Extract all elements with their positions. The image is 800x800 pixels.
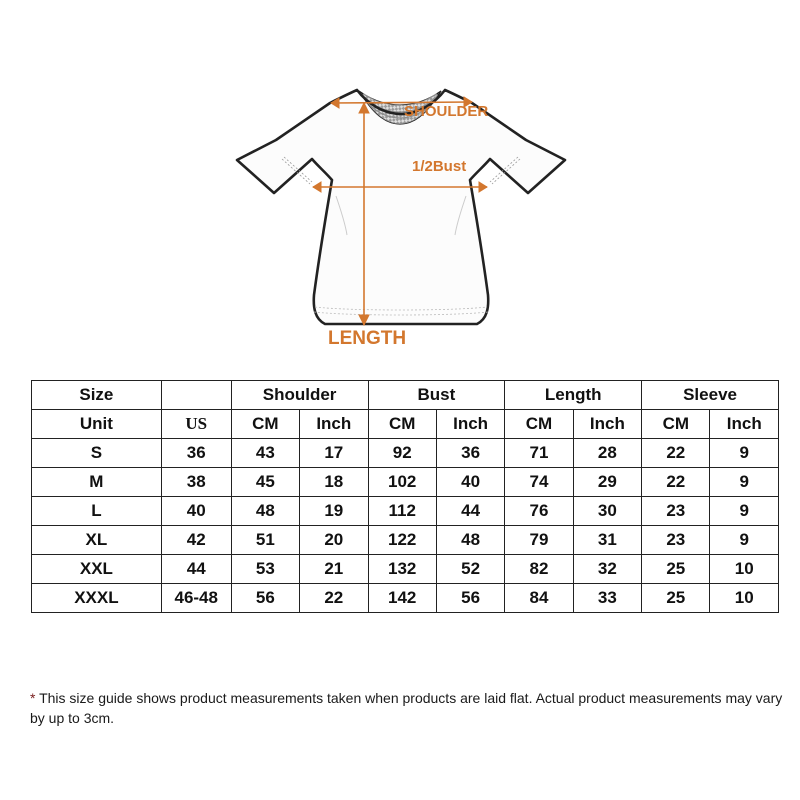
svg-text:LENGTH: LENGTH	[328, 328, 406, 349]
svg-text:SHOULDER: SHOULDER	[404, 103, 488, 120]
svg-text:1/2Bust: 1/2Bust	[412, 158, 466, 175]
